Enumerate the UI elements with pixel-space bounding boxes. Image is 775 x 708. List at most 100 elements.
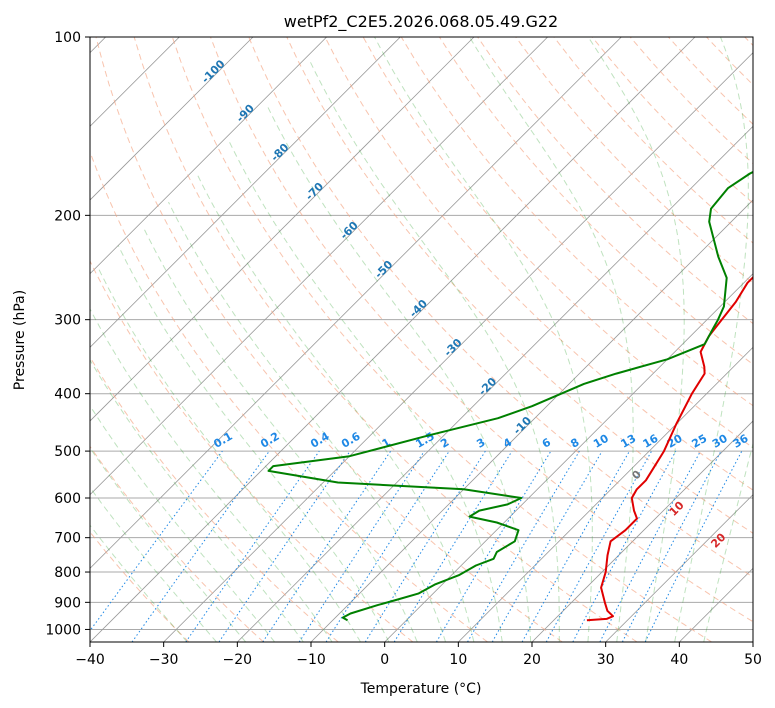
dry-adiabat: [324, 37, 753, 491]
dry-adiabat-label: -30: [441, 336, 464, 359]
dry-adiabat-label: -60: [338, 219, 361, 242]
x-tick-label: 40: [670, 652, 688, 668]
moist-adiabat-label: 30: [754, 559, 774, 579]
plot-frame: [89, 36, 754, 643]
isotherm-line: [90, 37, 254, 201]
dry-adiabat: [515, 37, 753, 284]
mixing-ratio-label: 0.6: [339, 430, 363, 451]
dry-adiabat-label: -20: [476, 375, 499, 398]
isotherm-line: [752, 641, 753, 642]
mixing-ratio-line: [521, 450, 630, 642]
mixing-ratio-line: [644, 450, 743, 642]
dry-adiabat-label: -90: [234, 102, 257, 125]
y-axis-label: Pressure (hPa): [12, 290, 28, 390]
moist-adiabat: [90, 486, 217, 642]
isotherm-line: [163, 52, 753, 642]
mixing-ratio-label: 10: [591, 432, 611, 451]
mixing-ratio-line: [393, 450, 513, 642]
chart-title: wetPf2_C2E5.2026.068.05.49.G22: [284, 12, 558, 32]
y-tick-label: 100: [54, 30, 81, 46]
dry-adiabat-label: -100: [199, 57, 228, 86]
moist-adiabat: [196, 173, 475, 642]
dry-adiabat: [706, 37, 753, 86]
isotherm-line: [605, 494, 753, 642]
dry-adiabat: [90, 259, 414, 642]
isotherm-line: [237, 125, 753, 642]
mixing-ratio-line: [572, 450, 677, 642]
mixing-ratio-label: 0.1: [211, 430, 234, 451]
y-tick-label: 800: [54, 565, 81, 581]
mixing-ratio-line: [325, 450, 450, 642]
mixing-ratio-line: [364, 450, 486, 642]
dry-adiabat: [553, 37, 753, 244]
moist-adiabat: [309, 61, 560, 642]
dry-adiabat-label: -40: [407, 297, 430, 320]
dry-adiabat-label: -10: [511, 414, 534, 437]
mixing-ratio-label: 0.2: [258, 430, 281, 451]
mixing-ratio-line: [218, 450, 351, 642]
dry-adiabat: [90, 356, 339, 642]
moist-adiabat-label: 20: [708, 530, 728, 550]
dry-adiabat: [90, 531, 190, 642]
dry-adiabat: [248, 37, 753, 578]
mixing-ratio-label: 16: [641, 432, 661, 451]
isotherm-line: [384, 273, 753, 642]
mixing-ratio-label: 30: [710, 432, 730, 451]
moist-adiabat-label: 0: [629, 468, 644, 483]
isotherm-line: [90, 37, 327, 275]
moist-adiabat-label: 10: [667, 498, 687, 518]
moist-adiabat: [143, 227, 418, 642]
pressure-gridlines: [90, 37, 753, 630]
moist-adiabat: [90, 524, 188, 642]
isotherm-line: [458, 346, 753, 642]
x-tick-label: 10: [449, 652, 467, 668]
x-tick-label: −40: [75, 652, 105, 668]
moist-adiabat: [674, 37, 749, 642]
dry-adiabat: [133, 37, 638, 642]
dry-adiabat: [90, 150, 488, 642]
isotherm-line: [90, 37, 548, 496]
dry-adiabat-label: -70: [303, 180, 326, 203]
x-tick-label: 0: [380, 652, 389, 668]
mixing-ratio-label: 1.5: [413, 430, 436, 451]
mixing-ratio-line: [262, 450, 392, 642]
temperature-line: [586, 275, 753, 622]
isotherm-line: [531, 420, 753, 642]
y-tick-label: 500: [54, 444, 81, 460]
y-tick-label: 300: [54, 313, 81, 329]
mixing-ratio-lines: [90, 450, 743, 642]
isotherm-line: [90, 37, 401, 348]
moist-adiabat: [587, 37, 685, 642]
moist-adiabat: [90, 404, 275, 642]
x-tick-label: −20: [223, 652, 253, 668]
mixing-ratio-label: 13: [618, 432, 638, 451]
mixing-ratio-label: 8: [568, 436, 581, 451]
profile-series: [267, 170, 753, 622]
dry-adiabats: [90, 37, 753, 642]
moist-adiabat: [703, 441, 753, 642]
mixing-ratio-line: [545, 450, 653, 642]
moist-adiabat: [266, 104, 532, 642]
plot-area: 0.1 0.2 0.4 0.6 1 1.5 2 3 4 6 8 10 13 16 20 25 30 36-100-…: [90, 37, 774, 642]
y-tick-label: 400: [54, 387, 81, 403]
dry-adiabat: [210, 37, 753, 623]
dry-adiabat: [171, 37, 712, 642]
mixing-ratio-line: [298, 450, 425, 642]
x-tick-label: 20: [523, 652, 541, 668]
moist-adiabat: [90, 308, 333, 642]
isotherm-line: [310, 199, 753, 642]
mixing-ratio-label: 6: [540, 435, 553, 450]
moist-adiabat: [90, 447, 247, 642]
isotherm-line: [90, 37, 622, 569]
moist-adiabat: [168, 201, 446, 642]
isotherm-line: [90, 37, 475, 422]
skewed-isotherms: [90, 37, 753, 642]
y-tick-label: 1000: [45, 622, 81, 638]
moist-adiabat: [117, 245, 390, 642]
x-tick-label: 30: [597, 652, 615, 668]
dry-adiabat-label: -50: [372, 258, 395, 281]
y-tick-label: 200: [54, 208, 81, 224]
dry-adiabat: [90, 445, 264, 642]
mixing-ratio-line: [90, 450, 223, 632]
